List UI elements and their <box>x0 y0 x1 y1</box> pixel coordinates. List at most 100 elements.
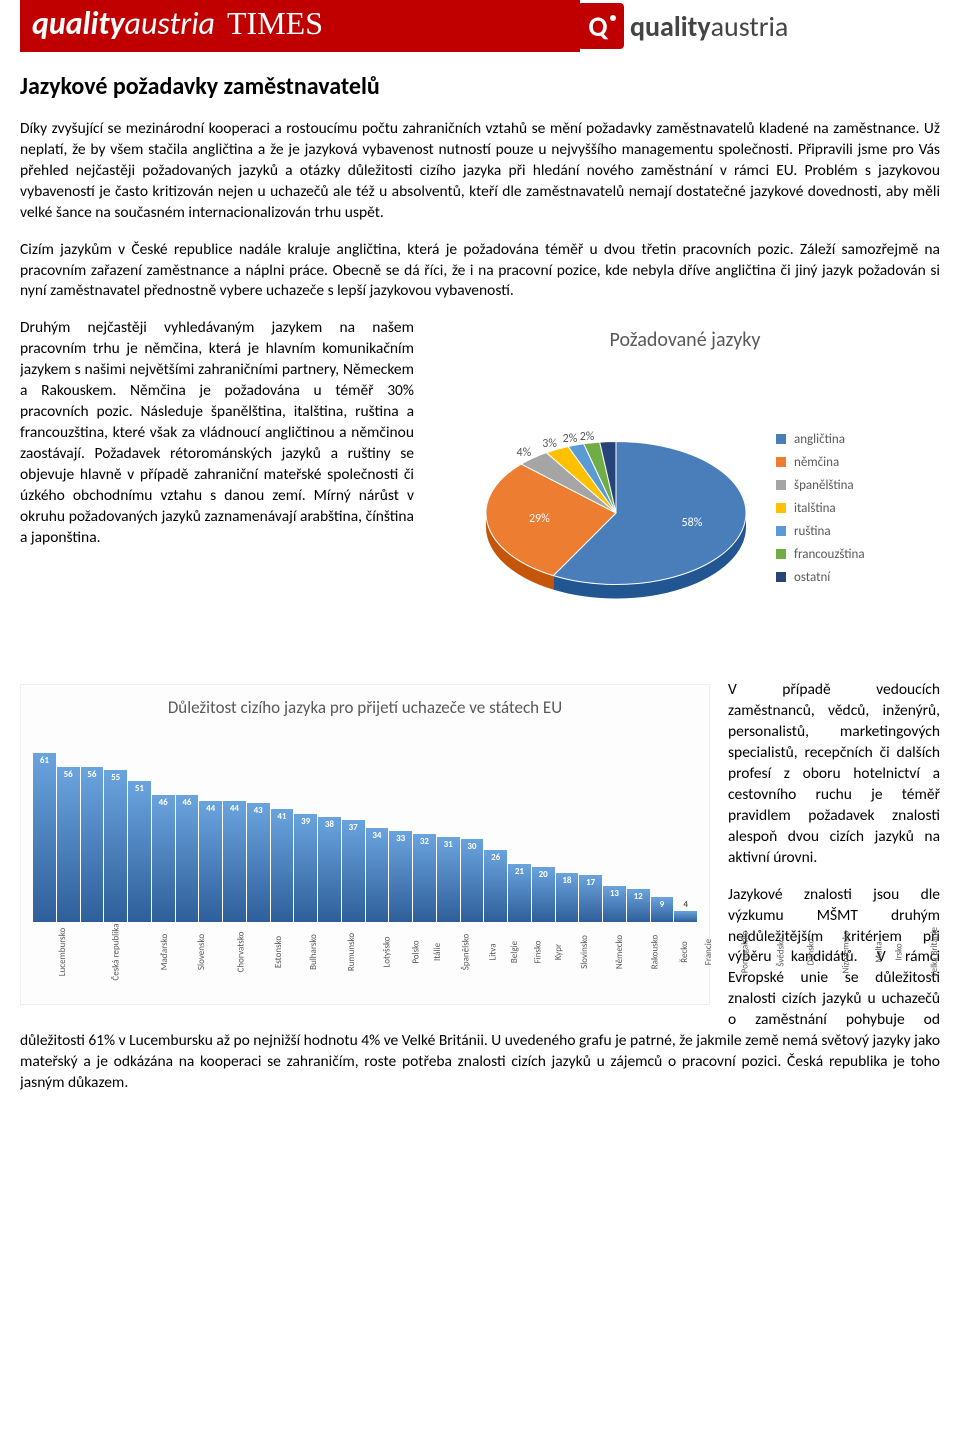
bar-column: 20 <box>532 867 555 922</box>
bar-value-label: 26 <box>491 852 500 863</box>
bar-value-label: 37 <box>349 822 358 833</box>
bar-column: 61 <box>33 753 56 922</box>
logo-letter: Q <box>588 9 607 44</box>
bar-column: 37 <box>342 820 365 922</box>
pie-slice-label: 58% <box>682 516 703 530</box>
legend-item: ruština <box>776 524 865 539</box>
paragraph-2: Cizím jazykům v České republice nadále k… <box>20 240 940 303</box>
bar-column: 46 <box>152 795 175 922</box>
bar-chart-plot: 61 56 56 55 51 46 46 44 44 43 41 39 38 37 34 33 32 31 30 26… <box>29 732 701 922</box>
bar-rect: 56 <box>81 767 104 922</box>
legend-swatch <box>776 480 786 490</box>
bar-rect: 12 <box>627 889 650 922</box>
banner: quality austria TIMES <box>20 0 580 52</box>
bar-column: 51 <box>128 781 151 922</box>
bar-value-label: 55 <box>111 772 120 783</box>
legend-label: ostatní <box>794 570 830 585</box>
legend-label: ruština <box>794 524 831 539</box>
bar-value-label: 34 <box>372 830 381 841</box>
legend-item: němčina <box>776 455 865 470</box>
bar-rect: 18 <box>556 873 579 923</box>
bar-value-label: 30 <box>467 841 476 852</box>
bar-rect: 17 <box>579 875 602 922</box>
bar-value-label: 18 <box>562 875 571 886</box>
pie-slice-label: 2% <box>580 430 595 444</box>
bar-column: 18 <box>556 873 579 923</box>
bar-value-label: 21 <box>515 866 524 877</box>
pie-chart-plot: 58%29%4%3%2%2% <box>436 358 776 658</box>
header: quality austria TIMES Q qualityaustria <box>20 0 940 52</box>
bar-value-label: 44 <box>206 803 215 814</box>
bar-rect: 9 <box>651 897 674 922</box>
bar-value-label: 38 <box>325 819 334 830</box>
bar-column: 30 <box>461 839 484 922</box>
bar-column: 44 <box>199 801 222 923</box>
bar-value-label: 43 <box>254 805 263 816</box>
legend-swatch <box>776 549 786 559</box>
bar-rect: 44 <box>199 801 222 923</box>
bar-value-label: 12 <box>634 891 643 902</box>
bar-column: 34 <box>366 828 389 922</box>
section-pie: Požadované jazyky 58%29%4%3%2%2% angličt… <box>20 318 940 680</box>
bar-column: 31 <box>437 837 460 923</box>
bar-value-label: 31 <box>444 839 453 850</box>
bar-category-label: Velká Británie <box>929 927 940 977</box>
bar-column: 41 <box>271 809 294 923</box>
legend-label: francouzština <box>794 547 865 562</box>
logo-dot-icon <box>610 15 616 21</box>
bar-column: 12 <box>627 889 650 922</box>
bar-rect: 30 <box>461 839 484 922</box>
legend-label: němčina <box>794 455 839 470</box>
legend-item: angličtina <box>776 432 865 447</box>
bar-column: 56 <box>57 767 80 922</box>
legend-swatch <box>776 526 786 536</box>
bar-rect: 51 <box>128 781 151 922</box>
bar-column: 39 <box>294 814 317 922</box>
bar-column: 21 <box>508 864 531 922</box>
bar-column: 9 <box>651 897 674 922</box>
bar-column: 43 <box>247 803 270 922</box>
bar-rect: 39 <box>294 814 317 922</box>
bar-value-label: 56 <box>87 769 96 780</box>
bar-rect: 55 <box>104 770 127 922</box>
legend-label: italština <box>794 501 836 516</box>
legend-item: španělština <box>776 478 865 493</box>
legend-item: ostatní <box>776 570 865 585</box>
banner-word-austria: austria <box>125 4 215 43</box>
banner-word-times: TIMES <box>227 5 323 42</box>
bar-rect: 31 <box>437 837 460 923</box>
bar-value-label: 46 <box>159 797 168 808</box>
pie-slice-label: 4% <box>517 446 532 460</box>
bar-column: 56 <box>81 767 104 922</box>
bar-rect: 44 <box>223 801 246 923</box>
legend-item: italština <box>776 501 865 516</box>
bar-value-label: 61 <box>40 755 49 766</box>
bar-value-label: 20 <box>539 869 548 880</box>
pie-chart-title: Požadované jazyky <box>436 328 934 352</box>
bar-rect: 61 <box>33 753 56 922</box>
bar-rect: 20 <box>532 867 555 922</box>
bar-rect: 46 <box>176 795 199 922</box>
pie-slice-label: 29% <box>529 512 550 526</box>
logo-word-austria: austria <box>711 9 789 44</box>
bar-value-label: 56 <box>64 769 73 780</box>
bar-value-label: 17 <box>586 877 595 888</box>
bar-value-label: 39 <box>301 816 310 827</box>
legend-swatch <box>776 572 786 582</box>
legend-swatch <box>776 503 786 513</box>
logo-text: qualityaustria <box>630 9 788 44</box>
legend-label: angličtina <box>794 432 845 447</box>
page-title: Jazykové požadavky zaměstnavatelů <box>20 72 940 101</box>
section-bar: Důležitost cizího jazyka pro přijetí uch… <box>20 680 940 1110</box>
bar-value-label: 51 <box>135 783 144 794</box>
legend-item: francouzština <box>776 547 865 562</box>
bar-column: 17 <box>579 875 602 922</box>
pie-svg <box>436 358 776 658</box>
bar-value-label: 46 <box>182 797 191 808</box>
bar-rect: 43 <box>247 803 270 922</box>
pie-chart: Požadované jazyky 58%29%4%3%2%2% angličt… <box>430 322 940 670</box>
bar-rect: 26 <box>484 850 507 922</box>
bar-value-label: 33 <box>396 833 405 844</box>
bar-value-label: 32 <box>420 836 429 847</box>
bar-column: 44 <box>223 801 246 923</box>
